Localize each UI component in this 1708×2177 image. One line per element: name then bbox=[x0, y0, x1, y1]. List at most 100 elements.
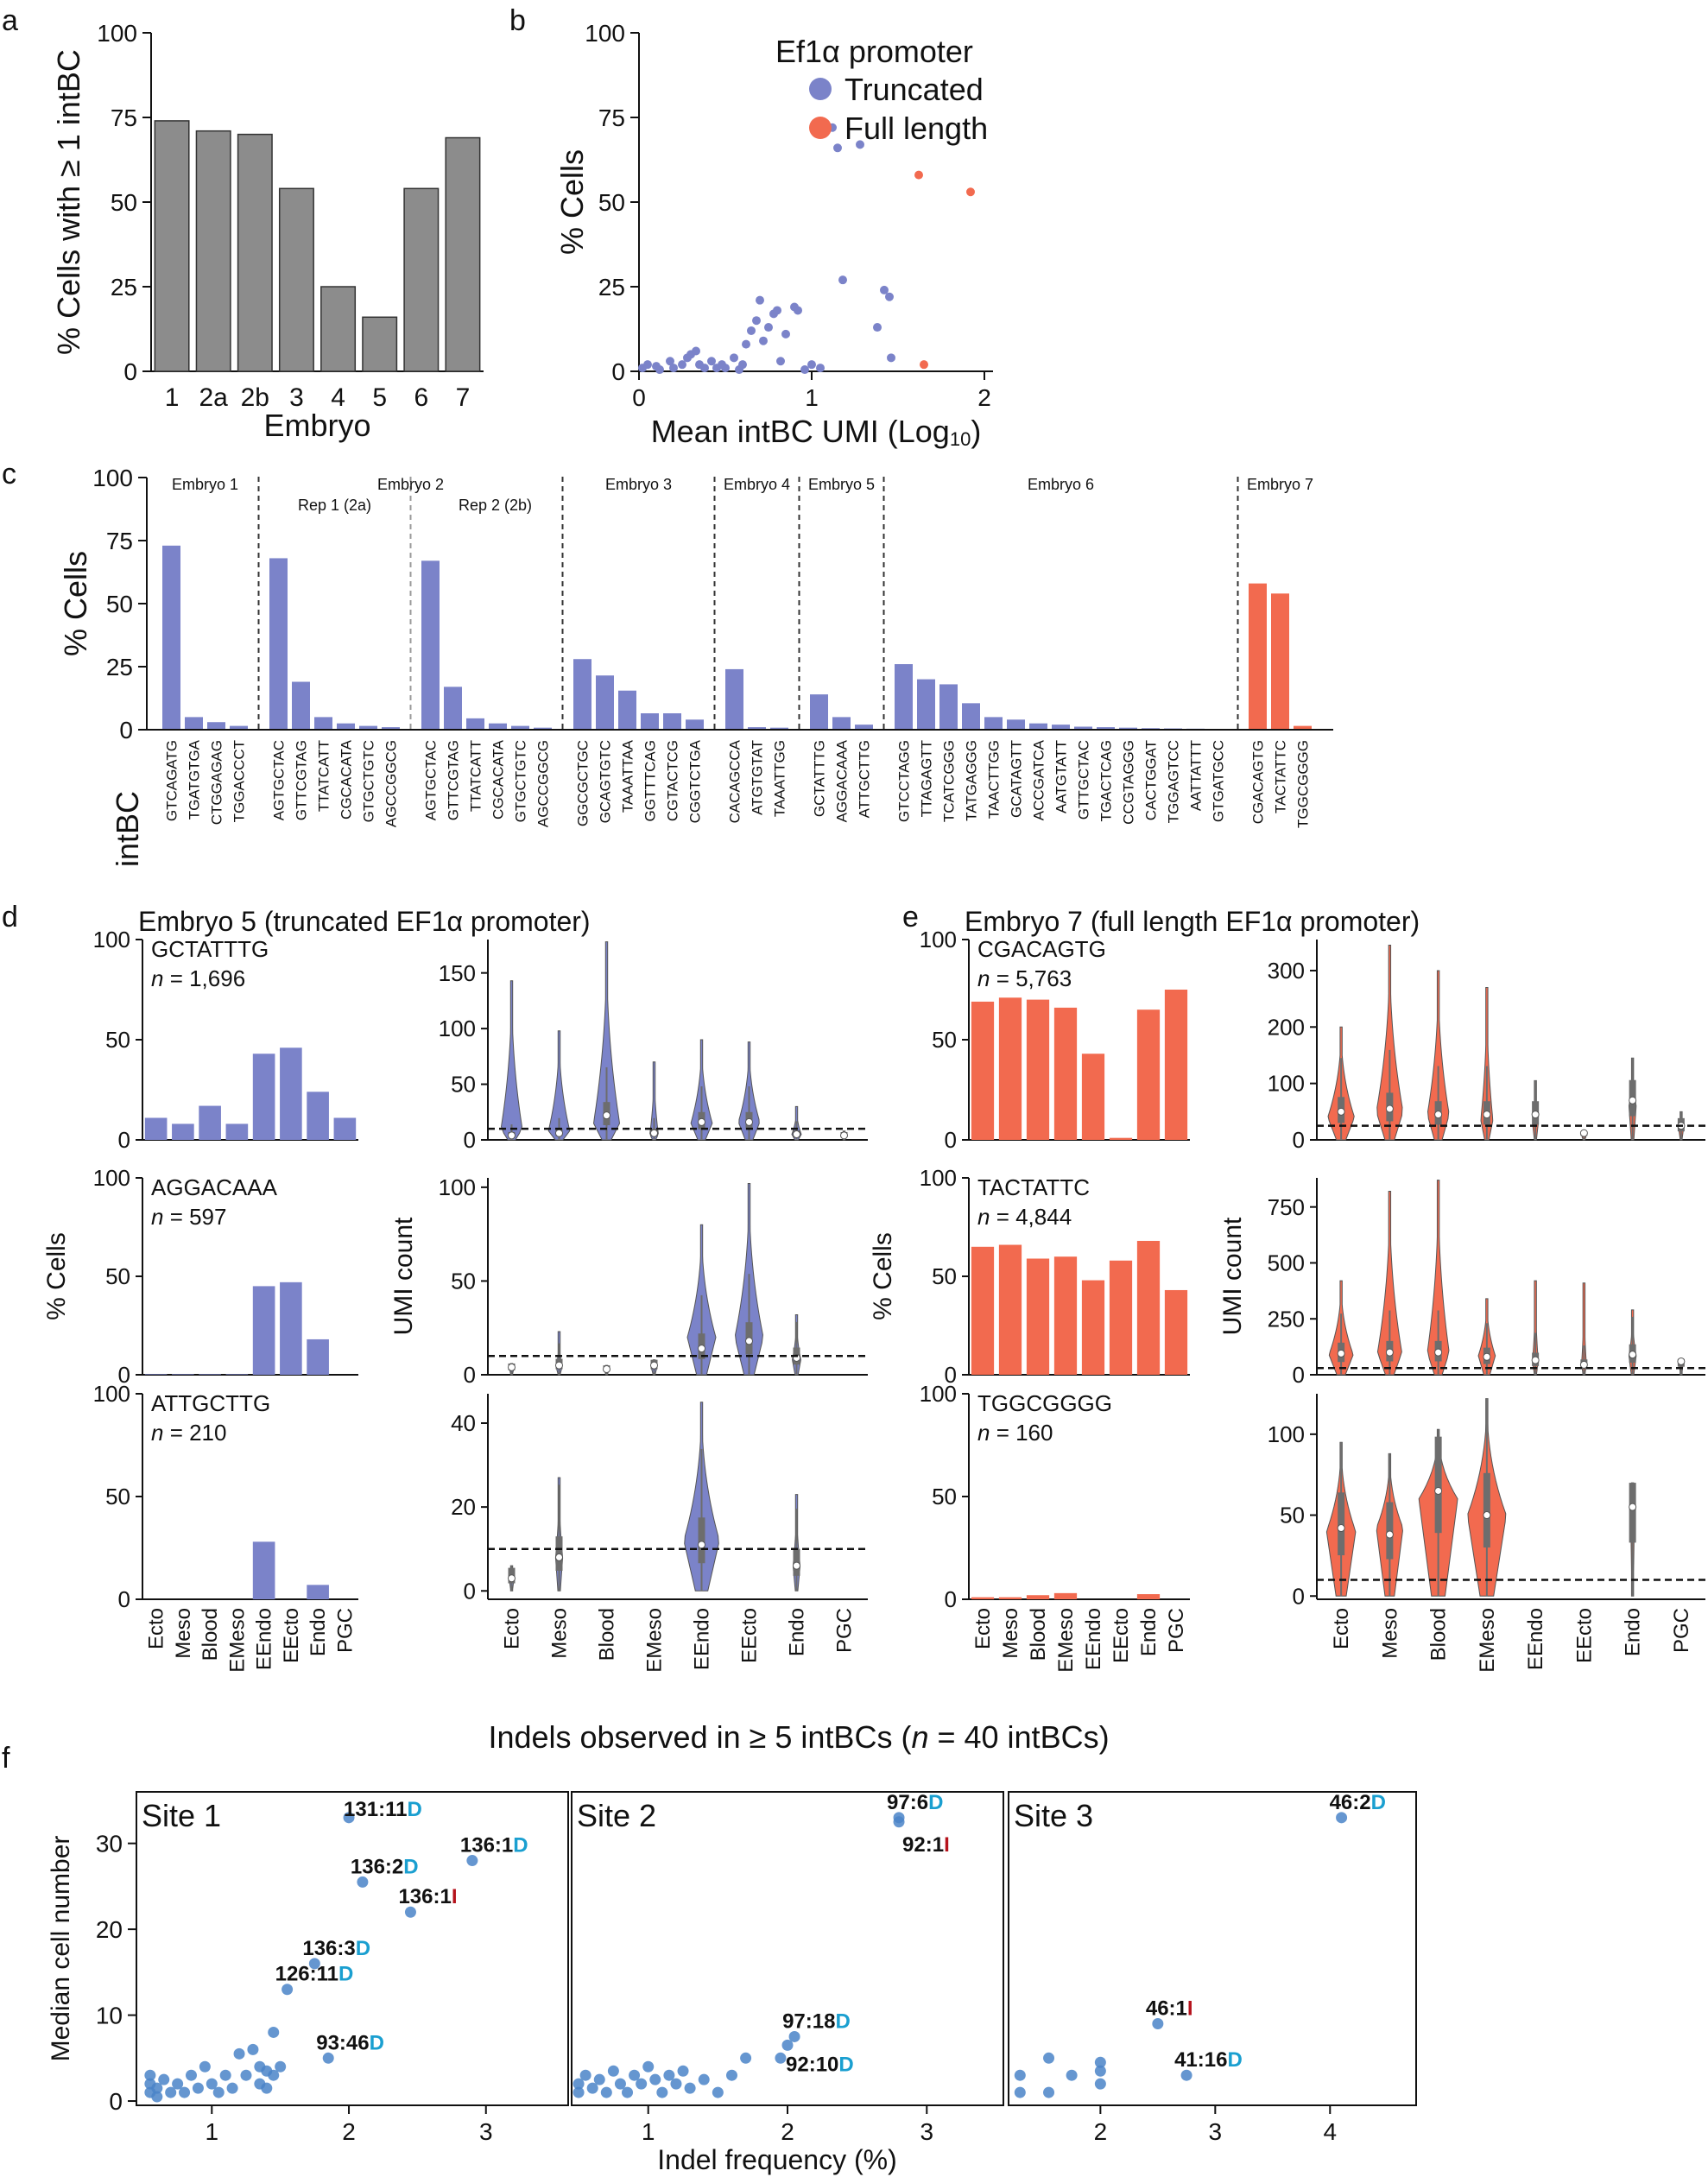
f-point bbox=[268, 2026, 280, 2038]
panel-letter-d: d bbox=[2, 901, 18, 933]
f-indel-label: 97:18D bbox=[782, 2009, 851, 2033]
d-x-tick-label: Ecto bbox=[145, 1608, 168, 1649]
e-violin-violin-median bbox=[1579, 1360, 1588, 1369]
d-bar-EEcto bbox=[280, 1282, 302, 1375]
e-x-tick-label: Meso bbox=[999, 1608, 1022, 1659]
e-y-label: % Cells bbox=[869, 1232, 897, 1320]
a-x-tick-label: 7 bbox=[456, 383, 471, 412]
b-point-truncated bbox=[666, 357, 674, 366]
c-bar-CACAGCCA bbox=[725, 668, 743, 730]
c-intbc-label: TTAGAGTT bbox=[919, 740, 935, 817]
d-violin-row1-y-tick-label: 50 bbox=[451, 1072, 476, 1098]
f-point bbox=[466, 1855, 478, 1867]
e-violin-violin-median bbox=[1629, 1351, 1637, 1359]
f-point bbox=[151, 2082, 163, 2094]
e-row2-y-tick-label: 100 bbox=[920, 1165, 957, 1191]
c-bar-ATGTGTAT bbox=[748, 727, 766, 730]
panel-letter-e: e bbox=[902, 901, 919, 933]
c-bar-AGCCGGCG bbox=[534, 727, 552, 730]
e-violin-x-tick-label: Ecto bbox=[1330, 1608, 1353, 1649]
e-title: Embryo 7 (full length EF1α promoter) bbox=[965, 906, 1420, 937]
c-intbc-label: CGACAGTG bbox=[1250, 740, 1267, 824]
f-x-tick-label: 3 bbox=[920, 2118, 934, 2145]
f-point bbox=[357, 1876, 369, 1888]
c-y-tick-label: 0 bbox=[119, 717, 133, 744]
d-violin-violin-median bbox=[840, 1131, 848, 1140]
d-bar-EEndo bbox=[252, 1286, 275, 1375]
a-x-tick-label: 2b bbox=[241, 383, 269, 412]
a-y-tick-label: 100 bbox=[97, 20, 137, 47]
b-point-truncated bbox=[747, 326, 756, 335]
c-bar-TAAATTGG bbox=[770, 727, 788, 730]
c-bar-TGGCGGGG bbox=[1294, 725, 1312, 730]
c-bar-TATGAGGG bbox=[962, 703, 980, 730]
b-point-truncated bbox=[759, 336, 768, 345]
c-intbc-label: GTCAGATG bbox=[164, 740, 180, 821]
c-bar-GTGCTGTC bbox=[511, 725, 529, 730]
f-point bbox=[308, 1958, 320, 1970]
d-bar-Endo bbox=[307, 1585, 329, 1599]
c-bar-GTTGCTAC bbox=[1074, 726, 1092, 730]
f-point bbox=[247, 2043, 259, 2055]
f-indel-label: 136:1I bbox=[398, 1885, 457, 1908]
d-violin-violin-median bbox=[793, 1561, 800, 1570]
f-point bbox=[629, 2069, 641, 2081]
d-y-label: % Cells bbox=[42, 1232, 71, 1320]
f-indel-label: 97:6D bbox=[887, 1791, 943, 1814]
d-violin-violin-median bbox=[555, 1361, 563, 1370]
c-intbc-label: TGGCGGGG bbox=[1295, 740, 1312, 828]
f-point bbox=[614, 2078, 626, 2090]
a-bar-6 bbox=[403, 187, 440, 372]
a-bar-5 bbox=[362, 316, 398, 372]
f-point bbox=[698, 2073, 710, 2085]
d-violin-violin-median bbox=[745, 1337, 753, 1345]
f-point bbox=[261, 2082, 273, 2094]
a-y-tick-label: 0 bbox=[123, 358, 137, 385]
b-point-truncated bbox=[738, 360, 747, 370]
c-intbc-label: TTATCATT bbox=[468, 740, 484, 812]
c-intbc-label: CACAGCCA bbox=[727, 739, 743, 823]
c-intbc-label: GTGATGCC bbox=[1211, 740, 1227, 822]
b-point-truncated bbox=[756, 295, 764, 305]
d-row2-y-tick-label: 0 bbox=[118, 1362, 130, 1388]
d-barcode-label: ATTGCTTG bbox=[151, 1390, 270, 1416]
d-violin-violin-median bbox=[603, 1111, 610, 1120]
e-x-tick-label: EEcto bbox=[1110, 1608, 1133, 1663]
c-bar-TGATGTGA bbox=[185, 717, 203, 730]
a-x-tick-label: 6 bbox=[414, 383, 428, 412]
b-point-truncated bbox=[800, 365, 809, 375]
f-x-tick-label: 2 bbox=[342, 2118, 356, 2145]
e-bar-PGC bbox=[1164, 990, 1188, 1140]
c-intbc-label: GTTCGTAG bbox=[294, 740, 310, 820]
f-indel-label: 92:10D bbox=[786, 2053, 854, 2076]
e-bar-Meso bbox=[998, 1597, 1022, 1599]
e-violin-violin-median bbox=[1434, 1486, 1443, 1495]
a-y-label: % Cells with ≥ 1 intBC bbox=[51, 49, 86, 355]
f-point bbox=[268, 2069, 280, 2081]
c-intbc-label: CTGGAGAG bbox=[209, 740, 225, 825]
c-intbc-label: CGCACATA bbox=[338, 739, 355, 820]
d-row3-y-tick-label: 100 bbox=[93, 1381, 130, 1407]
b-y-tick-label: 75 bbox=[598, 104, 625, 131]
d-violin-x-tick-label: EEcto bbox=[738, 1608, 762, 1663]
e-violin-x-tick-label: EEndo bbox=[1524, 1608, 1547, 1670]
f-point bbox=[712, 2086, 724, 2098]
b-point-truncated bbox=[838, 275, 847, 285]
e-violin-row2-y-tick-label: 750 bbox=[1268, 1194, 1305, 1220]
d-violin-violin-median bbox=[555, 1129, 563, 1137]
e-bar-Endo bbox=[1136, 1594, 1161, 1599]
f-site-frame bbox=[1008, 1791, 1417, 2106]
d-row1-y-tick-label: 100 bbox=[93, 927, 130, 952]
e-row3-y-tick-label: 50 bbox=[932, 1484, 957, 1509]
f-point bbox=[893, 1816, 905, 1828]
f-x-tick-label: 3 bbox=[479, 2118, 493, 2145]
d-violin-violin-median bbox=[650, 1129, 658, 1137]
e-bar-EMeso bbox=[1053, 1592, 1078, 1599]
d-violin-violin-median bbox=[698, 1541, 705, 1549]
e-n-label: n = 160 bbox=[977, 1420, 1053, 1446]
e-row1-y-tick-label: 100 bbox=[920, 927, 957, 952]
f-site-title: Site 3 bbox=[1014, 1798, 1093, 1833]
d-bar-EEndo bbox=[252, 1054, 275, 1140]
d-bar-Endo bbox=[307, 1092, 329, 1140]
b-point-truncated bbox=[730, 353, 738, 363]
